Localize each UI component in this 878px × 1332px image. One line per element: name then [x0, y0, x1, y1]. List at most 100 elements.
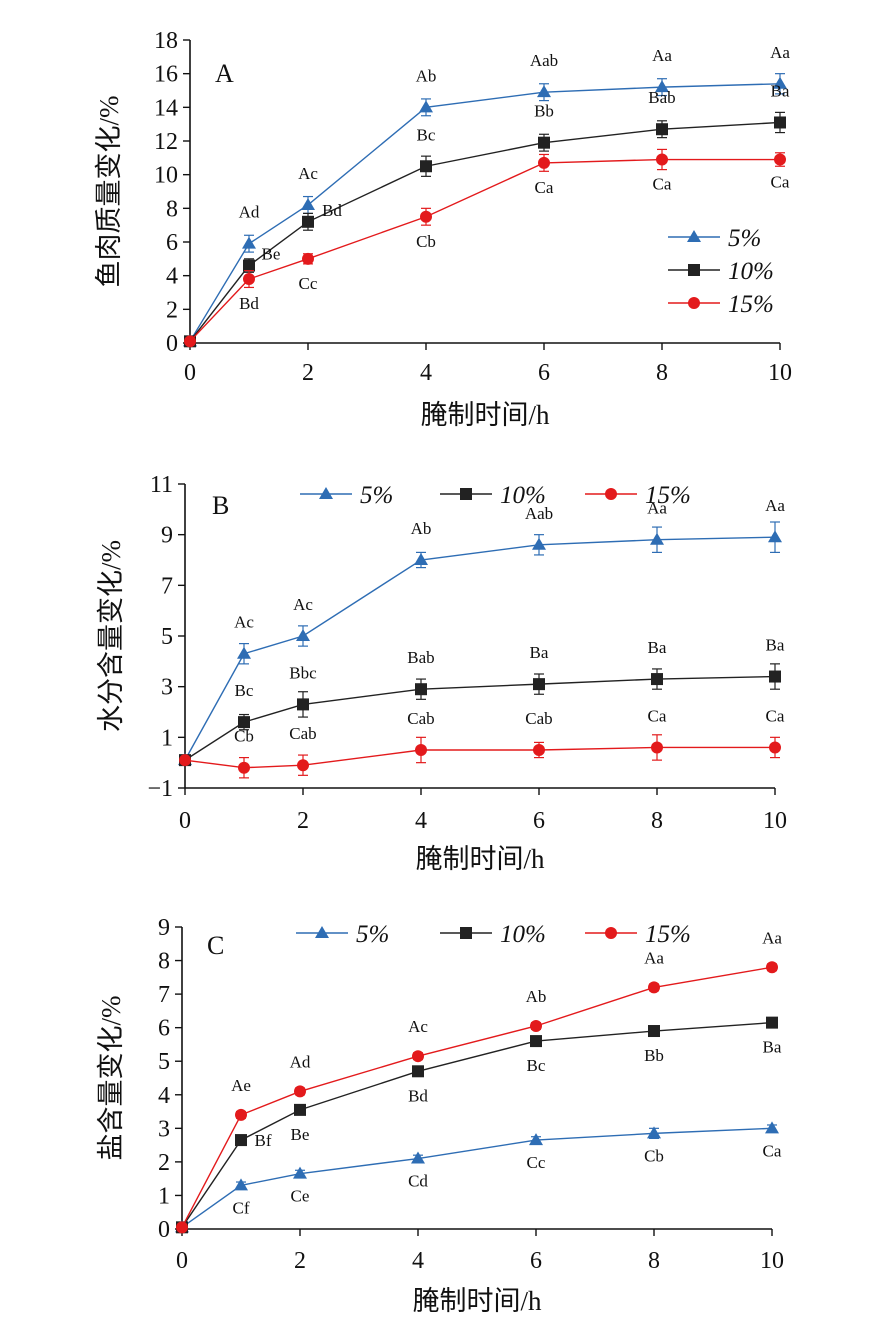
data-point	[530, 1035, 542, 1048]
data-label: Aa	[765, 496, 785, 515]
data-label: Ab	[416, 66, 437, 85]
x-axis-title: 腌制时间/h	[420, 400, 550, 430]
y-axis-title: 水分含量变化/%	[96, 540, 126, 732]
x-tick-label: 0	[184, 360, 196, 386]
x-tick-label: 2	[302, 360, 314, 386]
data-point	[243, 273, 255, 286]
data-label: Be	[262, 245, 281, 264]
legend-marker	[315, 926, 329, 938]
data-point	[420, 210, 432, 223]
data-point	[774, 116, 786, 129]
data-point	[415, 683, 427, 696]
data-point	[293, 1166, 307, 1179]
data-point	[538, 136, 550, 149]
data-point	[655, 80, 669, 93]
legend: 5% 10% 15%	[668, 225, 774, 318]
x-tick-label: 8	[656, 360, 668, 386]
x-tick-label: 2	[297, 808, 309, 834]
x-tick-label: 6	[530, 1248, 542, 1274]
data-point	[412, 1065, 424, 1078]
data-point	[769, 670, 781, 683]
y-tick-label: 7	[158, 982, 170, 1008]
data-label: Ca	[763, 1141, 782, 1160]
data-point	[296, 629, 310, 641]
series-line	[181, 1021, 773, 1228]
x-axis-title: 腌制时间/h	[412, 1286, 542, 1316]
data-label: Aab	[525, 504, 553, 523]
data-label: Bb	[534, 102, 554, 121]
y-tick-label: 7	[161, 573, 173, 599]
data-label: Ba	[763, 1038, 782, 1057]
data-label: Ca	[771, 173, 790, 192]
series-10pct: Be Bd Bc Bb Bab Ba	[184, 81, 790, 348]
x-tick-label: 10	[768, 360, 792, 386]
series-15pct: Ae Ad Ac Ab Aa Aa	[176, 928, 782, 1234]
x-tick-label: 8	[648, 1248, 660, 1274]
data-point	[533, 678, 545, 691]
data-label: Aa	[770, 43, 790, 62]
data-label: Ad	[290, 1052, 311, 1071]
legend-label: 10%	[500, 482, 546, 509]
data-point	[533, 744, 545, 756]
data-label: Aab	[530, 51, 558, 70]
y-axis-title: 鱼肉质量变化/%	[94, 96, 124, 288]
data-point	[297, 759, 309, 772]
y-tick-label: 10	[154, 163, 178, 189]
data-label: Bab	[407, 648, 434, 667]
y-tick-label: 0	[158, 1217, 170, 1243]
data-point	[773, 76, 787, 89]
data-point	[420, 160, 432, 173]
y-tick-label: 2	[158, 1150, 170, 1176]
data-label: Cb	[644, 1146, 664, 1165]
data-label: Ab	[411, 519, 432, 538]
y-tick-label: 11	[150, 472, 173, 498]
data-label: Aa	[762, 928, 782, 947]
data-label: Ab	[526, 987, 547, 1006]
data-label: Cc	[299, 274, 318, 293]
y-tick-label: 5	[158, 1049, 170, 1075]
data-point	[656, 123, 668, 136]
data-point	[656, 153, 668, 166]
legend: 5% 10% 15%	[296, 921, 691, 948]
y-tick-label: 3	[158, 1116, 170, 1142]
data-label: Cf	[233, 1198, 250, 1217]
y-tick-label: 1	[158, 1183, 170, 1209]
data-point	[414, 553, 428, 565]
x-tick-label: 2	[294, 1248, 306, 1274]
y-tick-label: 12	[154, 129, 178, 155]
data-label: Ca	[648, 706, 667, 725]
legend-marker	[460, 927, 472, 939]
data-point	[774, 153, 786, 166]
series-15pct: Cb Cab Cab Cab Ca Ca	[179, 706, 785, 779]
data-label: Bc	[527, 1056, 546, 1075]
legend: 5% 10% 15%	[300, 482, 691, 509]
legend-marker	[460, 488, 472, 500]
data-label: Ac	[408, 1017, 428, 1036]
data-point	[768, 530, 782, 543]
data-label: Be	[291, 1125, 310, 1144]
data-point	[302, 252, 314, 265]
data-label: Cd	[408, 1172, 428, 1191]
data-point	[237, 646, 251, 659]
y-tick-label: 6	[158, 1016, 170, 1042]
data-label: Bd	[322, 201, 342, 220]
y-axis-title: 盐含量变化/%	[96, 996, 126, 1161]
data-label: Ba	[766, 636, 785, 655]
data-label: Ac	[234, 613, 254, 632]
x-tick-label: 6	[538, 360, 550, 386]
data-label: Ca	[766, 706, 785, 725]
data-point	[650, 532, 664, 545]
y-tick-label: 9	[158, 915, 170, 941]
data-label: Aa	[652, 46, 672, 65]
data-point	[184, 335, 196, 348]
legend-label: 15%	[728, 291, 774, 318]
y-tick-label: 5	[161, 624, 173, 650]
data-point	[419, 100, 433, 113]
data-label: Bc	[417, 125, 436, 144]
data-point	[235, 1134, 247, 1147]
legend-marker	[319, 487, 333, 499]
data-point	[238, 716, 250, 729]
x-tick-label: 10	[760, 1248, 784, 1274]
data-label: Bc	[235, 681, 254, 700]
